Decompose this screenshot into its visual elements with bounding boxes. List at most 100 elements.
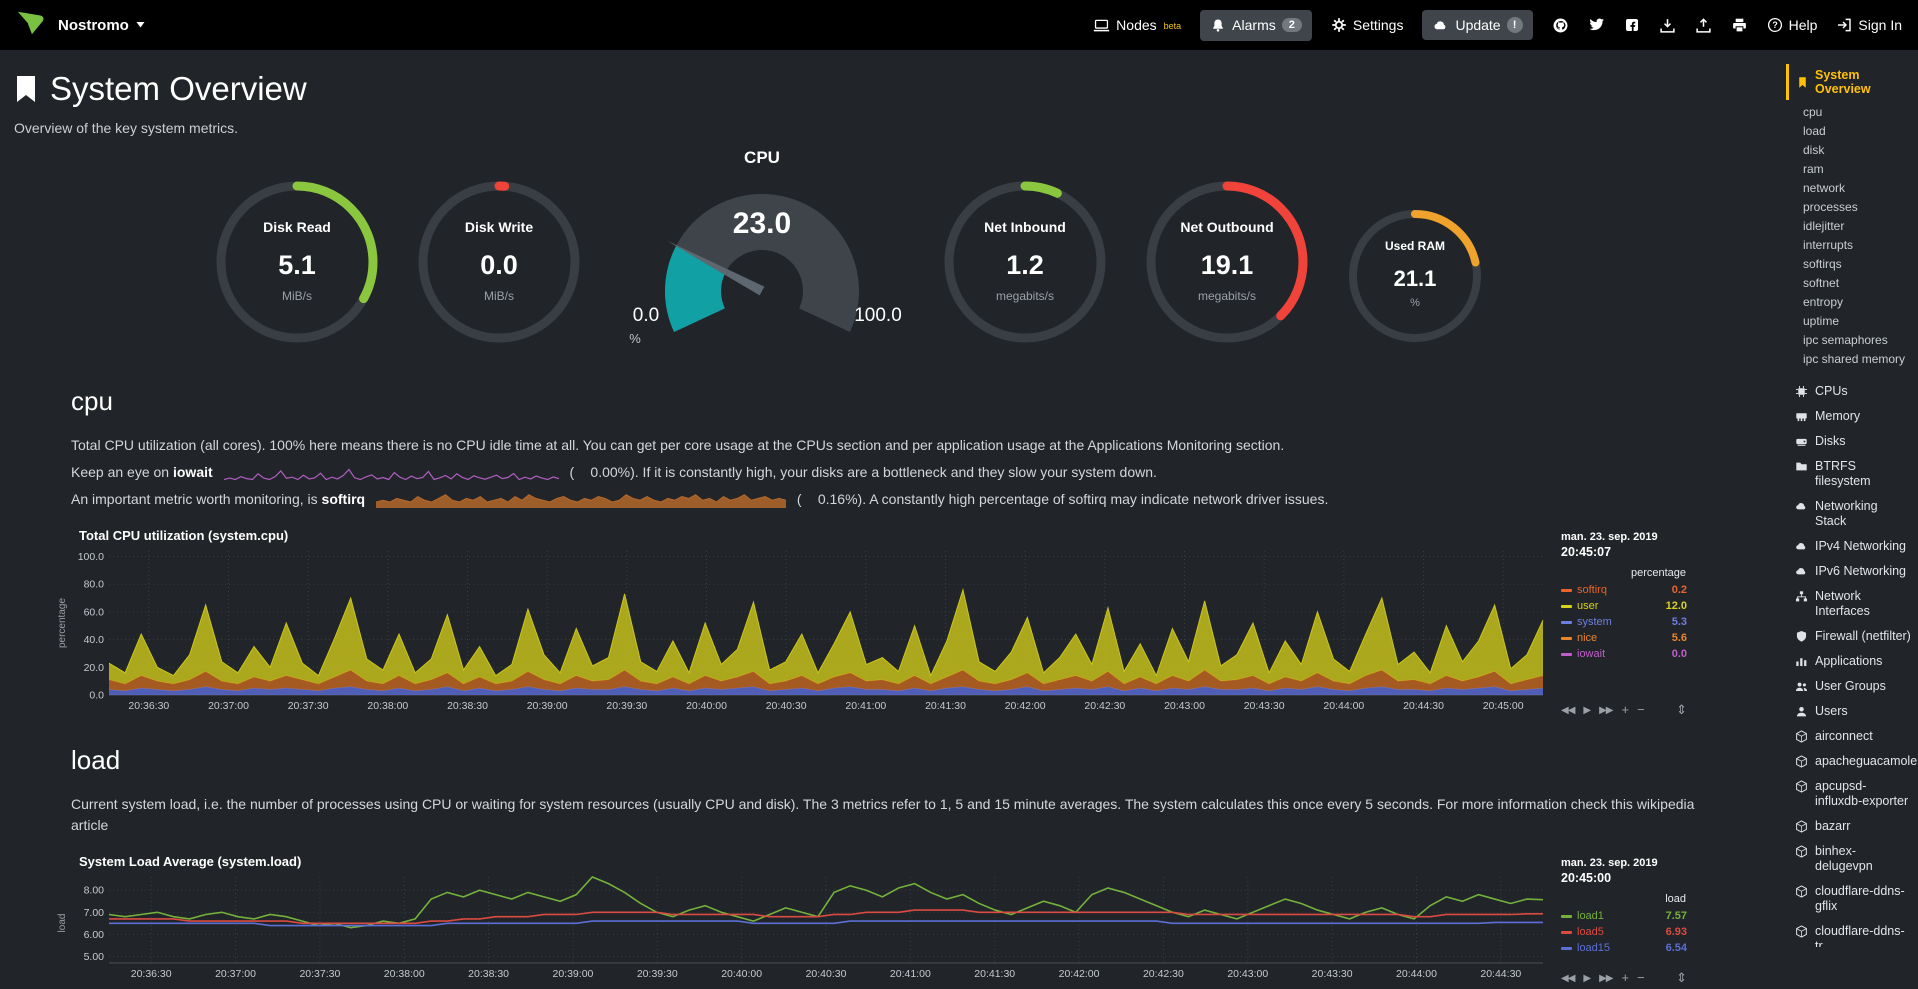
resize-handle[interactable]: ⇕ bbox=[1676, 702, 1687, 717]
zoom-in-button[interactable]: + bbox=[1621, 970, 1629, 985]
chart-time: 20:45:00 bbox=[1561, 871, 1612, 885]
import-button[interactable] bbox=[1695, 17, 1712, 34]
caret-down-icon bbox=[136, 22, 145, 28]
sidebar-subitem-ram[interactable]: ram bbox=[1803, 162, 1824, 176]
legend-label: iowait bbox=[1577, 648, 1606, 660]
legend-item-nice[interactable]: nice 5.6 bbox=[1561, 630, 1687, 646]
gauge-cpu[interactable]: CPU 23.0 0.0 100.0% bbox=[617, 148, 907, 360]
resize-handle[interactable]: ⇕ bbox=[1676, 970, 1687, 985]
sidebar-item-system-overview[interactable]: System Overview bbox=[1786, 64, 1914, 100]
svg-text:20:40:30: 20:40:30 bbox=[766, 700, 807, 712]
help-icon: ? bbox=[1767, 17, 1782, 33]
svg-text:20:36:30: 20:36:30 bbox=[131, 968, 172, 980]
svg-text:20:42:30: 20:42:30 bbox=[1143, 968, 1184, 980]
sidebar-subitem-softirqs[interactable]: softirqs bbox=[1803, 257, 1842, 271]
svg-text:0.0: 0.0 bbox=[89, 690, 104, 702]
print-button[interactable] bbox=[1731, 17, 1748, 34]
legend-item-load5[interactable]: load5 6.93 bbox=[1561, 924, 1687, 940]
zoom-out-button[interactable]: − bbox=[1637, 970, 1645, 985]
softirq-sparkline[interactable] bbox=[375, 491, 787, 509]
sidebar-item-user-groups[interactable]: User Groups bbox=[1786, 674, 1914, 699]
svg-text:20:39:00: 20:39:00 bbox=[527, 700, 568, 712]
sidebar-subitem-ipc-shared-memory[interactable]: ipc shared memory bbox=[1803, 352, 1906, 366]
gauge-disk-read[interactable]: Disk Read 5.1 MiB/s bbox=[213, 178, 381, 351]
sidebar-item-cpus[interactable]: CPUs bbox=[1786, 379, 1914, 404]
sidebar-subitem-uptime[interactable]: uptime bbox=[1803, 314, 1840, 328]
hostname-dropdown[interactable]: Nostromo bbox=[58, 17, 145, 34]
sidebar-item-ipv4-networking[interactable]: IPv4 Networking bbox=[1786, 534, 1914, 559]
sidebar-subitem-processes[interactable]: processes bbox=[1803, 200, 1858, 214]
gauge-disk-write[interactable]: Disk Write 0.0 MiB/s bbox=[415, 178, 583, 351]
update-button[interactable]: Update ! bbox=[1422, 10, 1533, 40]
settings-button[interactable]: Settings bbox=[1331, 17, 1403, 33]
section-load: load Current system load, i.e. the numbe… bbox=[0, 745, 1786, 989]
disk-icon bbox=[1795, 435, 1808, 448]
cloud-icon bbox=[1795, 540, 1808, 553]
sidebar-item-users[interactable]: Users bbox=[1786, 699, 1914, 724]
sidebar-item-bazarr[interactable]: bazarr bbox=[1786, 814, 1914, 839]
legend-item-load15[interactable]: load15 6.54 bbox=[1561, 940, 1687, 956]
sidebar-item-memory[interactable]: Memory bbox=[1786, 404, 1914, 429]
svg-text:%: % bbox=[1410, 297, 1420, 309]
chart-toolbox: ◀◀ ▶ ▶▶ + − ⇕ bbox=[1561, 970, 1687, 989]
sidebar-item-network-interfaces[interactable]: Network Interfaces bbox=[1786, 584, 1914, 624]
sidebar-subitem-disk[interactable]: disk bbox=[1803, 143, 1825, 157]
sidebar-item-cloudflare-ddns-tr[interactable]: cloudflare-ddns-tr bbox=[1786, 919, 1914, 947]
svg-text:20:43:00: 20:43:00 bbox=[1164, 700, 1205, 712]
export-button[interactable] bbox=[1659, 17, 1676, 34]
facebook-link[interactable] bbox=[1624, 17, 1640, 33]
sidebar-subitem-idlejitter[interactable]: idlejitter bbox=[1803, 219, 1845, 233]
sidebar-subitem-network[interactable]: network bbox=[1803, 181, 1846, 195]
sidebar-subitem-softnet[interactable]: softnet bbox=[1803, 276, 1840, 290]
sidebar-item-apcupsd-influxdb-exporter[interactable]: apcupsd-influxdb-exporter bbox=[1786, 774, 1914, 814]
iowait-sparkline[interactable] bbox=[223, 466, 559, 481]
sidebar-item-firewall-netfilter[interactable]: Firewall (netfilter) bbox=[1786, 624, 1914, 649]
pan-right-button[interactable]: ▶▶ bbox=[1599, 972, 1613, 984]
pan-right-button[interactable]: ▶▶ bbox=[1599, 704, 1613, 716]
sidebar-item-btrfs-filesystem[interactable]: BTRFS filesystem bbox=[1786, 454, 1914, 494]
netdata-logo[interactable] bbox=[16, 8, 46, 43]
gauge-used-ram[interactable]: Used RAM 21.1% bbox=[1345, 206, 1485, 351]
sidebar-item-ipv6-networking[interactable]: IPv6 Networking bbox=[1786, 559, 1914, 584]
legend-item-load1[interactable]: load1 7.57 bbox=[1561, 908, 1687, 924]
sidebar-subitem-load[interactable]: load bbox=[1803, 124, 1826, 138]
svg-text:Disk Write: Disk Write bbox=[465, 219, 533, 235]
legend-item-user[interactable]: user 12.0 bbox=[1561, 598, 1687, 614]
sidebar-item-applications[interactable]: Applications bbox=[1786, 649, 1914, 674]
sidebar-subitem-entropy[interactable]: entropy bbox=[1803, 295, 1844, 309]
sidebar-item-apacheguacamole[interactable]: apacheguacamole bbox=[1786, 749, 1917, 774]
zoom-in-button[interactable]: + bbox=[1621, 702, 1629, 717]
sidebar-item-label: Memory bbox=[1815, 409, 1861, 423]
help-button[interactable]: ? Help bbox=[1767, 17, 1817, 33]
legend-item-softirq[interactable]: softirq 0.2 bbox=[1561, 582, 1687, 598]
sidebar-subitem-cpu[interactable]: cpu bbox=[1803, 105, 1823, 119]
svg-text:20:38:30: 20:38:30 bbox=[447, 700, 488, 712]
cpu-utilization-chart[interactable]: 20:36:30 20:37:00 20:37:30 20:38:00 20:38:30… bbox=[71, 546, 1551, 716]
play-button[interactable]: ▶ bbox=[1583, 972, 1591, 984]
sidebar-subitem-ipc-semaphores[interactable]: ipc semaphores bbox=[1803, 333, 1888, 347]
sidebar-item-networking-stack[interactable]: Networking Stack bbox=[1786, 494, 1914, 534]
play-button[interactable]: ▶ bbox=[1583, 704, 1591, 716]
legend-item-system[interactable]: system 5.3 bbox=[1561, 614, 1687, 630]
gauge-net-inbound[interactable]: Net Inbound 1.2 megabits/s bbox=[941, 178, 1109, 351]
pan-left-button[interactable]: ◀◀ bbox=[1561, 704, 1575, 716]
legend-item-iowait[interactable]: iowait 0.0 bbox=[1561, 646, 1687, 662]
alarms-button[interactable]: Alarms 2 bbox=[1200, 9, 1312, 41]
sidebar-item-airconnect[interactable]: airconnect bbox=[1786, 724, 1914, 749]
gauge-net-outbound[interactable]: Net Outbound 19.1 megabits/s bbox=[1143, 178, 1311, 351]
legend-value: 6.54 bbox=[1665, 942, 1687, 954]
legend-value: 7.57 bbox=[1665, 910, 1687, 922]
sidebar-item-cloudflare-ddns-gflix[interactable]: cloudflare-ddns-gflix bbox=[1786, 879, 1914, 919]
load-average-chart[interactable]: 20:36:30 20:37:00 20:37:30 20:38:00 20:38:30… bbox=[71, 872, 1551, 984]
pan-left-button[interactable]: ◀◀ bbox=[1561, 972, 1575, 984]
sidebar-item-disks[interactable]: Disks bbox=[1786, 429, 1914, 454]
sidebar-item-binhex-delugevpn[interactable]: binhex-delugevpn bbox=[1786, 839, 1914, 879]
signin-button[interactable]: Sign In bbox=[1836, 17, 1902, 33]
chart-date: man. 23. sep. 2019 20:45:00 bbox=[1561, 857, 1658, 885]
twitter-link[interactable] bbox=[1588, 18, 1605, 33]
github-link[interactable] bbox=[1552, 17, 1569, 34]
sidebar-subitem-interrupts[interactable]: interrupts bbox=[1803, 238, 1854, 252]
cpu-description: Total CPU utilization (all cores). 100% … bbox=[71, 437, 1285, 453]
nodes-button[interactable]: Nodes beta bbox=[1093, 17, 1181, 34]
zoom-out-button[interactable]: − bbox=[1637, 702, 1645, 717]
